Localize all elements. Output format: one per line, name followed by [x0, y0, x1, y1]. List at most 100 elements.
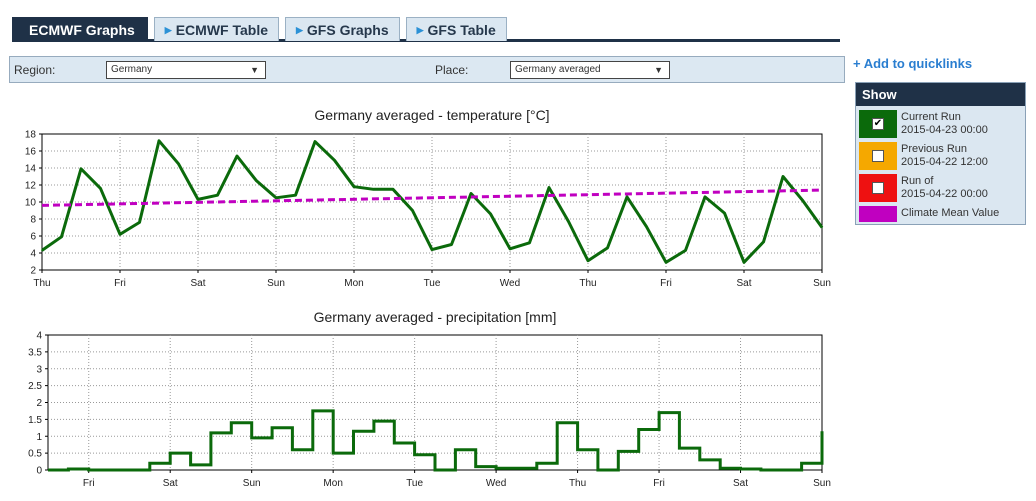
data-point — [548, 186, 550, 189]
show-panel: Show ✔ Current Run 2015-04-23 00:00 Prev… — [855, 82, 1026, 225]
y-tick-label: 18 — [25, 130, 37, 141]
region-select[interactable]: Germany ▼ — [106, 61, 266, 79]
data-point — [372, 188, 375, 191]
data-point — [723, 212, 726, 214]
legend-text: Current Run 2015-04-23 00:00 — [901, 111, 988, 137]
climate-mean-swatch — [859, 206, 897, 222]
place-value: Germany averaged — [515, 64, 601, 75]
region-label: Region: — [14, 63, 56, 77]
tab-ecmwf-graphs[interactable]: ECMWF Graphs — [12, 17, 148, 41]
y-tick-label: 16 — [25, 147, 37, 158]
x-tick-label: Mon — [323, 478, 342, 489]
x-tick-label: Thu — [33, 278, 50, 289]
data-point — [431, 248, 433, 251]
tab-ecmwf-table[interactable]: ▶ ECMWF Table — [153, 17, 279, 41]
tab-label: ECMWF Table — [175, 21, 268, 38]
y-tick-label: 6 — [30, 232, 36, 243]
data-point — [158, 140, 160, 142]
x-tick-label: Sat — [733, 478, 748, 489]
add-to-quicklinks-link[interactable]: + Add to quicklinks — [853, 56, 973, 71]
legend-text: Previous Run 2015-04-22 12:00 — [901, 143, 988, 169]
data-point — [411, 209, 414, 212]
show-panel-title: Show — [856, 83, 1025, 106]
data-point — [743, 261, 745, 264]
region-value: Germany — [111, 64, 153, 75]
y-tick-label: 12 — [25, 181, 37, 192]
dropdown-arrow-icon: ▼ — [250, 65, 259, 75]
older-run-swatch — [859, 174, 897, 202]
x-tick-label: Thu — [579, 278, 596, 289]
x-tick-label: Tue — [424, 278, 441, 289]
data-point — [216, 194, 219, 196]
x-tick-label: Fri — [114, 278, 126, 289]
data-point — [470, 192, 472, 195]
legend-line2: 2015-04-23 00:00 — [901, 124, 988, 136]
x-tick-label: Sun — [813, 478, 831, 489]
x-tick-label: Sat — [163, 478, 178, 489]
play-arrow-icon: ▶ — [416, 24, 424, 35]
chart-title: Germany averaged - precipitation [mm] — [314, 309, 557, 325]
data-point — [236, 155, 238, 157]
precipitation-step-line — [48, 409, 824, 472]
x-tick-label: Sat — [736, 278, 751, 289]
y-tick-label: 4 — [30, 249, 36, 260]
legend-line2: 2015-04-22 12:00 — [901, 156, 988, 168]
data-point — [645, 225, 648, 228]
data-point — [197, 198, 199, 201]
data-point — [41, 249, 43, 252]
precipitation-chart: Germany averaged - precipitation [mm] 0 0.… — [28, 309, 831, 489]
data-point — [99, 187, 102, 190]
tab-gfs-table[interactable]: ▶ GFS Table — [405, 17, 507, 41]
data-point — [392, 188, 394, 191]
x-tick-label: Wed — [486, 478, 506, 489]
data-point — [665, 261, 667, 264]
x-tick-label: Fri — [653, 478, 665, 489]
legend-line2: 2015-04-22 00:00 — [901, 188, 988, 200]
legend-text: Climate Mean Value — [901, 207, 999, 220]
legend-line1: Climate Mean Value — [901, 207, 1000, 219]
data-point — [138, 221, 141, 224]
y-tick-label: 0.5 — [28, 449, 42, 460]
data-point — [450, 243, 453, 246]
data-point — [567, 220, 570, 223]
data-point — [782, 175, 784, 178]
x-tick-label: Sun — [267, 278, 285, 289]
legend-older-run[interactable]: Run of 2015-04-22 00:00 — [859, 174, 1025, 202]
place-select[interactable]: Germany averaged ▼ — [510, 61, 670, 79]
data-point — [762, 241, 765, 243]
y-tick-label: 4 — [36, 331, 42, 342]
data-point — [821, 226, 823, 229]
location-selector-bar: Region: Germany ▼ Place: Germany average… — [9, 56, 845, 83]
data-point — [294, 194, 297, 196]
tab-gfs-graphs[interactable]: ▶ GFS Graphs — [285, 17, 400, 41]
tab-label: GFS Table — [427, 21, 496, 38]
tab-label: ECMWF Graphs — [29, 21, 135, 38]
legend-previous-run[interactable]: Previous Run 2015-04-22 12:00 — [859, 142, 1025, 170]
climate-mean-line — [41, 188, 823, 207]
data-point — [509, 247, 511, 250]
data-point — [801, 199, 804, 202]
older-run-checkbox[interactable] — [872, 182, 884, 194]
temperature-chart: Germany averaged - temperature [°C] 2 4 6 8 1… — [25, 107, 831, 289]
x-tick-label: Wed — [500, 278, 520, 289]
y-tick-label: 14 — [25, 164, 37, 175]
place-label: Place: — [435, 63, 469, 77]
x-tick-label: Fri — [660, 278, 672, 289]
data-point — [587, 259, 589, 262]
legend-line1: Run of — [901, 175, 934, 187]
legend-current-run[interactable]: ✔ Current Run 2015-04-23 00:00 — [859, 110, 1025, 138]
current-run-checkbox[interactable]: ✔ — [872, 118, 884, 130]
data-point — [489, 213, 492, 215]
play-arrow-icon: ▶ — [296, 24, 303, 35]
legend-climate-mean[interactable]: Climate Mean Value — [859, 206, 1025, 222]
y-tick-label: 8 — [30, 215, 36, 226]
data-point — [314, 140, 316, 143]
data-point — [528, 242, 531, 244]
current-run-swatch: ✔ — [859, 110, 897, 138]
y-tick-label: 0 — [36, 466, 42, 477]
previous-run-checkbox[interactable] — [872, 150, 884, 162]
dropdown-arrow-icon: ▼ — [654, 65, 663, 75]
data-point — [119, 233, 121, 236]
data-point — [626, 196, 628, 198]
y-tick-label: 1.5 — [28, 415, 42, 426]
